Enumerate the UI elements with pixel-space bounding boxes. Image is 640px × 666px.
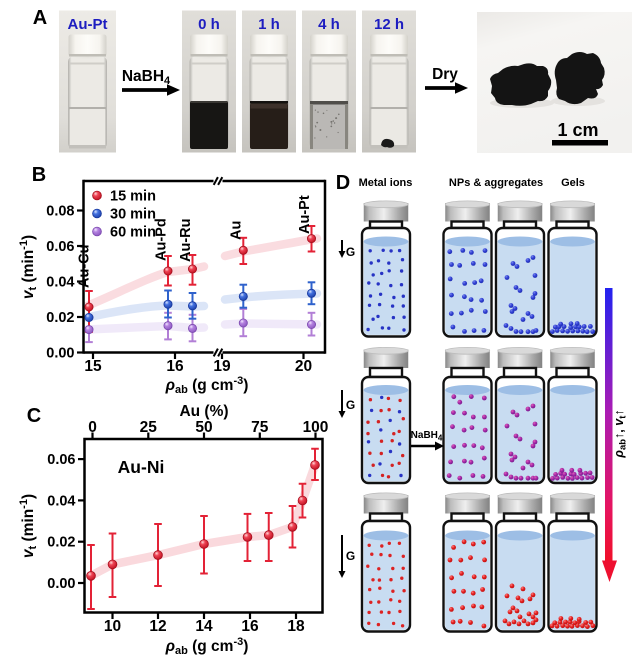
svg-text:25: 25 <box>140 419 158 436</box>
svg-text:4 h: 4 h <box>318 16 340 33</box>
svg-text:75: 75 <box>251 419 269 436</box>
svg-text:1 cm: 1 cm <box>557 120 598 140</box>
svg-text:20: 20 <box>295 358 312 375</box>
svg-text:0 h: 0 h <box>198 16 220 33</box>
svg-text:Au-Cu: Au-Cu <box>77 245 93 289</box>
svg-text:19: 19 <box>213 358 231 375</box>
svg-text:B: B <box>32 164 46 186</box>
svg-text:Au: Au <box>229 221 245 240</box>
svg-text:C: C <box>27 405 41 427</box>
svg-text:15 min: 15 min <box>110 189 156 205</box>
svg-text:0.00: 0.00 <box>46 346 74 362</box>
svg-text:15: 15 <box>84 358 102 375</box>
svg-text:Au-Ni: Au-Ni <box>118 457 165 477</box>
svg-text:60 min: 60 min <box>110 225 156 241</box>
svg-text:A: A <box>33 7 47 29</box>
svg-text:Metal ions: Metal ions <box>359 177 413 189</box>
svg-text:NPs & aggregates: NPs & aggregates <box>449 177 543 189</box>
svg-text:vt (min-1): vt (min-1) <box>18 494 39 558</box>
svg-text:0.06: 0.06 <box>46 239 74 255</box>
svg-text:ρab (g cm-3): ρab (g cm-3) <box>165 636 249 657</box>
svg-text:16: 16 <box>241 618 259 635</box>
svg-text:0: 0 <box>88 419 97 436</box>
svg-text:18: 18 <box>287 618 305 635</box>
svg-text:30 min: 30 min <box>110 207 156 223</box>
svg-text:16: 16 <box>166 358 184 375</box>
svg-text:1 h: 1 h <box>258 16 280 33</box>
svg-text:Au-Pt: Au-Pt <box>297 195 313 234</box>
svg-text:12 h: 12 h <box>374 16 404 33</box>
svg-text:NaBH4: NaBH4 <box>411 430 443 443</box>
svg-text:Au (%): Au (%) <box>179 403 228 420</box>
svg-text:0.06: 0.06 <box>47 452 75 468</box>
svg-text:0.02: 0.02 <box>47 535 75 551</box>
svg-text:0.08: 0.08 <box>46 204 74 220</box>
svg-text:100: 100 <box>303 419 329 436</box>
svg-text:0.04: 0.04 <box>46 275 74 291</box>
svg-text:0.04: 0.04 <box>47 493 75 509</box>
svg-text:50: 50 <box>195 419 212 436</box>
svg-text:G: G <box>346 245 355 259</box>
svg-text:12: 12 <box>149 618 166 635</box>
svg-text:Au-Pd: Au-Pd <box>154 218 170 261</box>
svg-text:Gels: Gels <box>561 177 585 189</box>
svg-text:vt (min-1): vt (min-1) <box>18 235 39 299</box>
svg-text:ρab (g cm-3): ρab (g cm-3) <box>165 375 249 396</box>
svg-text:10: 10 <box>104 618 121 635</box>
svg-text:ρab↑, vt↑: ρab↑, vt↑ <box>612 409 629 458</box>
svg-text:14: 14 <box>195 618 213 635</box>
svg-text:G: G <box>346 549 355 563</box>
svg-text:NaBH4: NaBH4 <box>122 68 171 87</box>
svg-text:Au-Pt: Au-Pt <box>68 16 108 33</box>
svg-text:Dry: Dry <box>432 66 458 83</box>
svg-text:Au-Ru: Au-Ru <box>178 219 194 263</box>
svg-text:0.00: 0.00 <box>47 576 75 592</box>
svg-text:0.02: 0.02 <box>46 310 74 326</box>
svg-text:G: G <box>346 398 355 412</box>
svg-text:D: D <box>336 172 350 194</box>
